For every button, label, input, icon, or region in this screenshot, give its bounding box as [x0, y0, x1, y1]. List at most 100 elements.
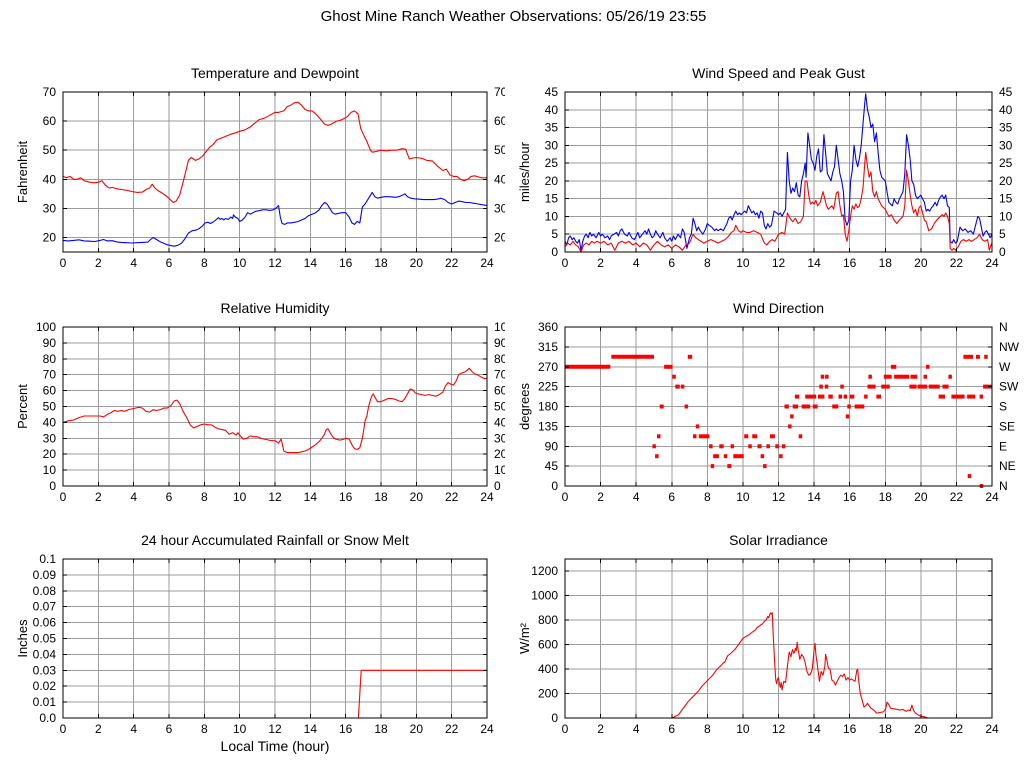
svg-text:8: 8: [704, 490, 711, 504]
svg-text:70: 70: [43, 85, 57, 99]
y-axis-label: degrees: [517, 383, 532, 430]
svg-text:40: 40: [545, 103, 559, 117]
svg-text:40: 40: [43, 172, 57, 186]
y-tick-labels: 0 200 400 600 800 1000 1200: [531, 564, 558, 725]
svg-text:200: 200: [538, 687, 558, 701]
svg-text:30: 30: [494, 201, 505, 215]
svg-text:20: 20: [410, 256, 424, 270]
tick-marks: [564, 326, 993, 487]
svg-text:100: 100: [494, 320, 505, 334]
svg-text:6: 6: [668, 722, 675, 736]
svg-text:18: 18: [879, 256, 893, 270]
svg-text:14: 14: [807, 256, 821, 270]
svg-text:40: 40: [999, 103, 1013, 117]
svg-text:2: 2: [597, 256, 604, 270]
svg-text:24: 24: [985, 490, 999, 504]
svg-text:30: 30: [494, 431, 505, 445]
page-title: Ghost Mine Ranch Weather Observations: 0…: [320, 8, 707, 25]
svg-text:0: 0: [999, 245, 1006, 259]
rainfall-chart: 0 2 4 6 8 10 12 14 16 18 20 22 240.00.010.020.030.04…: [15, 532, 494, 754]
svg-text:2: 2: [95, 490, 102, 504]
y-tick-labels: 0 45 90 135 180 225 270 315 360: [538, 320, 558, 493]
svg-text:40: 40: [494, 415, 505, 429]
svg-text:50: 50: [43, 400, 57, 414]
svg-text:180: 180: [538, 400, 558, 414]
svg-text:10: 10: [494, 463, 505, 477]
svg-text:30: 30: [999, 138, 1013, 152]
svg-text:NE: NE: [999, 459, 1016, 473]
series-relative-humidity: [62, 367, 488, 454]
svg-text:225: 225: [538, 380, 558, 394]
svg-text:12: 12: [772, 256, 786, 270]
svg-text:8: 8: [201, 256, 208, 270]
svg-text:6: 6: [166, 256, 173, 270]
x-tick-labels: 0 2 4 6 8 10 12 14 16 18 20 22 24: [562, 722, 999, 736]
svg-text:10: 10: [233, 256, 247, 270]
svg-text:10: 10: [736, 490, 750, 504]
series-solar-irradiance: [565, 612, 992, 719]
svg-text:0: 0: [60, 490, 67, 504]
svg-text:22: 22: [950, 256, 964, 270]
svg-text:800: 800: [538, 613, 558, 627]
svg-text:0: 0: [562, 256, 569, 270]
grid-lines: [62, 558, 488, 719]
svg-text:14: 14: [304, 256, 318, 270]
grid-lines: [62, 326, 488, 487]
svg-text:20: 20: [410, 722, 424, 736]
svg-text:5: 5: [999, 227, 1006, 241]
svg-text:8: 8: [201, 490, 208, 504]
svg-text:15: 15: [999, 192, 1013, 206]
svg-text:2: 2: [597, 490, 604, 504]
series-wind-direction: [565, 354, 992, 488]
svg-text:135: 135: [538, 419, 558, 433]
x-tick-labels: 0 2 4 6 8 10 12 14 16 18 20 22 24: [562, 256, 999, 270]
svg-text:14: 14: [304, 490, 318, 504]
svg-text:45: 45: [545, 459, 559, 473]
svg-text:N: N: [999, 320, 1008, 334]
svg-text:90: 90: [545, 439, 559, 453]
svg-text:E: E: [999, 439, 1007, 453]
series-dewpoint: [62, 191, 488, 247]
series-peak-gust: [564, 93, 993, 251]
svg-text:22: 22: [445, 256, 459, 270]
svg-text:70: 70: [494, 368, 505, 382]
svg-text:0: 0: [562, 490, 569, 504]
svg-text:2: 2: [597, 722, 604, 736]
svg-text:6: 6: [668, 490, 675, 504]
y-tick-labels: 0.0 0.01 0.02 0.03 0.040.05 0.06 0.07 0.08 0.09 0…: [33, 552, 57, 725]
svg-text:15: 15: [545, 192, 559, 206]
wind-speed-gust-chart: 0 2 4 6 8 10 12 14 16 18 20 22 240510152025303540450…: [517, 65, 1013, 270]
svg-text:14: 14: [807, 490, 821, 504]
chart-title: Relative Humidity: [221, 300, 330, 316]
svg-text:20: 20: [914, 256, 928, 270]
svg-text:100: 100: [36, 320, 56, 334]
svg-text:6: 6: [166, 490, 173, 504]
svg-text:20: 20: [914, 490, 928, 504]
svg-text:2: 2: [95, 722, 102, 736]
svg-text:60: 60: [43, 114, 57, 128]
svg-text:22: 22: [950, 722, 964, 736]
svg-text:0: 0: [494, 479, 501, 493]
svg-text:0.05: 0.05: [33, 632, 57, 646]
x-tick-labels: 0 2 4 6 8 10 12 14 16 18 20 22 24: [60, 256, 494, 270]
svg-text:14: 14: [304, 722, 318, 736]
svg-text:0: 0: [562, 722, 569, 736]
solar-irradiance-chart: 0 2 4 6 8 10 12 14 16 18 20 22 240200400600800100012…: [517, 532, 999, 736]
svg-text:18: 18: [879, 722, 893, 736]
svg-text:8: 8: [201, 722, 208, 736]
y-axis-label: W/m²: [517, 622, 532, 654]
svg-text:30: 30: [545, 138, 559, 152]
svg-text:30: 30: [43, 431, 57, 445]
svg-text:20: 20: [410, 490, 424, 504]
svg-text:22: 22: [445, 490, 459, 504]
svg-text:0.04: 0.04: [33, 647, 57, 661]
svg-text:4: 4: [130, 256, 137, 270]
svg-text:40: 40: [494, 172, 505, 186]
chart-title: Wind Direction: [733, 300, 824, 316]
svg-text:40: 40: [43, 415, 57, 429]
svg-text:45: 45: [999, 85, 1013, 99]
svg-text:12: 12: [772, 722, 786, 736]
